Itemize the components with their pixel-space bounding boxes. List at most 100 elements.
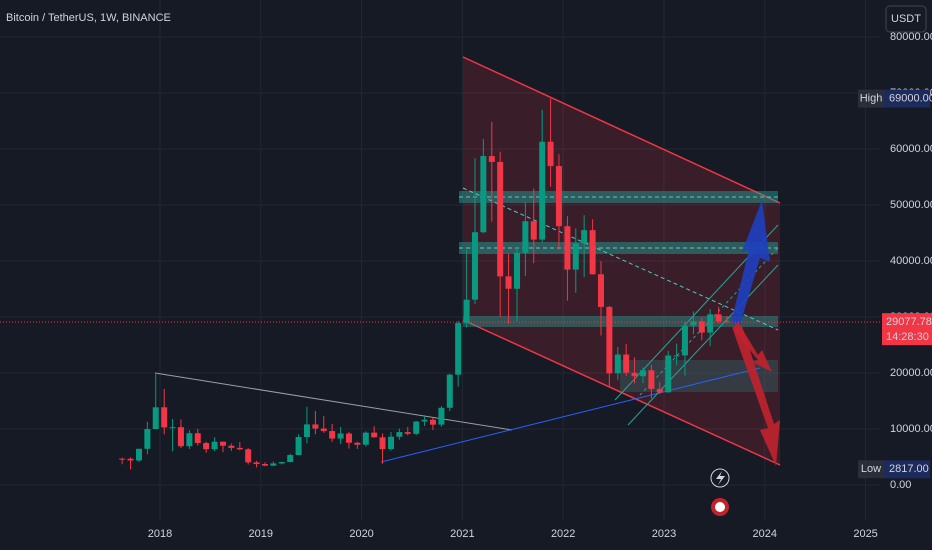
candle-body bbox=[471, 232, 478, 300]
candle-body bbox=[480, 156, 487, 233]
arrow-up bbox=[731, 200, 770, 325]
candle-body bbox=[228, 445, 235, 448]
candle-body bbox=[144, 428, 151, 449]
x-tick-label: 2021 bbox=[450, 528, 474, 540]
currency-button[interactable] bbox=[885, 5, 927, 33]
candle-body bbox=[514, 252, 521, 289]
currency[interactable]: USDT bbox=[891, 13, 921, 25]
candle-body bbox=[614, 354, 621, 374]
candle-body bbox=[656, 388, 663, 393]
candle-body bbox=[303, 424, 310, 437]
x-tick-label: 2025 bbox=[853, 528, 877, 540]
candle-body bbox=[530, 221, 537, 240]
candle-body bbox=[413, 421, 420, 434]
candle-body bbox=[320, 428, 327, 432]
zone bbox=[459, 242, 778, 254]
candle-body bbox=[640, 370, 647, 377]
low-price: 2817.00 bbox=[889, 463, 929, 475]
countdown: 14:28:30 bbox=[886, 331, 929, 343]
chart-title: Bitcoin / TetherUS, 1W, BINANCE bbox=[6, 12, 171, 24]
candle-body bbox=[589, 230, 596, 275]
y-tick-label: 10000.00 bbox=[890, 423, 932, 435]
candle-body bbox=[262, 464, 269, 466]
candle-body bbox=[547, 141, 554, 167]
candle-body bbox=[169, 427, 176, 429]
candle-body bbox=[623, 354, 630, 373]
arrow-down bbox=[733, 326, 780, 466]
candle-body bbox=[555, 166, 562, 227]
candle-body bbox=[631, 372, 638, 377]
candle-body bbox=[245, 449, 252, 463]
y-tick-label: 80000.00 bbox=[890, 31, 932, 43]
candle-body bbox=[161, 407, 168, 428]
y-tick-label: 20000.00 bbox=[890, 367, 932, 379]
candle-body bbox=[186, 433, 193, 447]
candle-body bbox=[345, 433, 352, 443]
candle-body bbox=[715, 314, 722, 322]
candle-body bbox=[681, 325, 688, 356]
high-label: High bbox=[860, 93, 883, 105]
candle-body bbox=[371, 432, 378, 438]
candle-body bbox=[194, 433, 201, 444]
candle-body bbox=[707, 314, 714, 333]
channel-top bbox=[462, 56, 781, 204]
last-price-box bbox=[882, 313, 932, 346]
high-price-box bbox=[884, 89, 930, 108]
trend-line bbox=[154, 372, 513, 431]
candle-body bbox=[362, 432, 369, 445]
candle-body bbox=[539, 141, 546, 240]
candle-body bbox=[253, 462, 260, 465]
candle-body bbox=[463, 299, 470, 324]
y-tick-label: 50000.00 bbox=[890, 199, 932, 211]
candle-body bbox=[429, 419, 436, 425]
zone bbox=[463, 316, 778, 327]
candle-body bbox=[388, 436, 395, 450]
x-tick-label: 2022 bbox=[551, 528, 575, 540]
low-price-box bbox=[884, 460, 930, 479]
candle-body bbox=[219, 441, 226, 446]
dashed-trend bbox=[462, 187, 779, 331]
candle-body bbox=[488, 156, 495, 162]
candle-body bbox=[119, 458, 126, 460]
candle-body bbox=[455, 323, 462, 375]
x-tick-label: 2018 bbox=[148, 528, 172, 540]
candle-body bbox=[295, 436, 302, 456]
candle-body bbox=[606, 306, 613, 374]
candle-body bbox=[287, 455, 294, 463]
candle-body bbox=[177, 427, 184, 447]
candle-body bbox=[152, 407, 159, 429]
low-label: Low bbox=[861, 463, 881, 475]
x-tick-label: 2023 bbox=[652, 528, 676, 540]
x-tick-label: 2020 bbox=[349, 528, 373, 540]
candle-body bbox=[136, 448, 143, 461]
candle-body bbox=[278, 462, 285, 464]
candle-body bbox=[648, 370, 655, 389]
candle-body bbox=[312, 424, 319, 429]
candle-body bbox=[203, 443, 210, 450]
icon[interactable] bbox=[710, 468, 730, 488]
trend-line bbox=[380, 367, 761, 463]
candle-body bbox=[396, 432, 403, 437]
candle-body bbox=[698, 321, 705, 333]
candles bbox=[119, 98, 730, 470]
candle-body bbox=[438, 407, 445, 425]
candle-body bbox=[446, 374, 453, 408]
candle-body bbox=[337, 433, 344, 439]
icon-flag bbox=[715, 502, 725, 512]
candle-body bbox=[581, 230, 588, 244]
candle-body bbox=[379, 437, 386, 450]
y-tick-label: 60000.00 bbox=[890, 143, 932, 155]
candle-body bbox=[270, 463, 277, 466]
icon-bolt bbox=[716, 471, 725, 485]
high-price: 69000.00 bbox=[889, 93, 932, 105]
zone bbox=[459, 191, 778, 203]
y-tick-label: 0.00 bbox=[890, 479, 911, 491]
candle-body bbox=[421, 419, 428, 422]
overlay: 29077.78 14:28:30 High 69000.00 Low 2817.00 bbox=[0, 89, 932, 479]
candle-body bbox=[127, 458, 134, 461]
candle-body bbox=[354, 442, 361, 445]
low-label-box bbox=[858, 460, 884, 479]
candle-body bbox=[690, 321, 697, 326]
